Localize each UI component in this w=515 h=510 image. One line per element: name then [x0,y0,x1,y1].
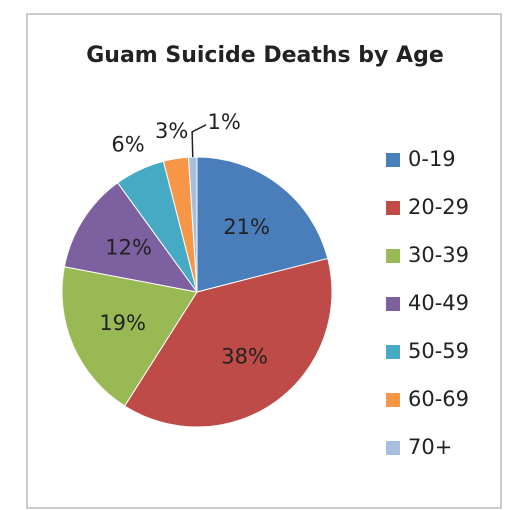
legend-label: 0-19 [408,147,456,171]
legend-swatch [386,345,400,359]
data-label: 38% [221,345,268,369]
legend-swatch [386,153,400,167]
leader-line [191,124,207,158]
legend-label: 50-59 [408,339,469,363]
legend-swatch [386,201,400,215]
data-label: 12% [105,236,152,260]
legend-label: 30-39 [408,243,469,267]
legend-swatch [386,297,400,311]
data-label: 1% [207,110,240,134]
pie-slice [196,156,329,293]
data-label: 3% [155,119,188,143]
data-label: 21% [223,215,270,239]
legend-swatch [386,393,400,407]
legend-label: 40-49 [408,291,469,315]
legend-label: 60-69 [408,387,469,411]
legend-swatch [386,441,400,455]
chart-title: Guam Suicide Deaths by Age [86,43,444,68]
data-label: 19% [99,311,146,335]
legend-label: 20-29 [408,195,469,219]
legend-label: 70+ [408,435,452,459]
pie-slice [63,182,199,293]
legend-swatch [386,249,400,263]
data-label: 6% [111,132,144,156]
pie-slice [61,266,198,407]
pie-slice [123,257,333,428]
